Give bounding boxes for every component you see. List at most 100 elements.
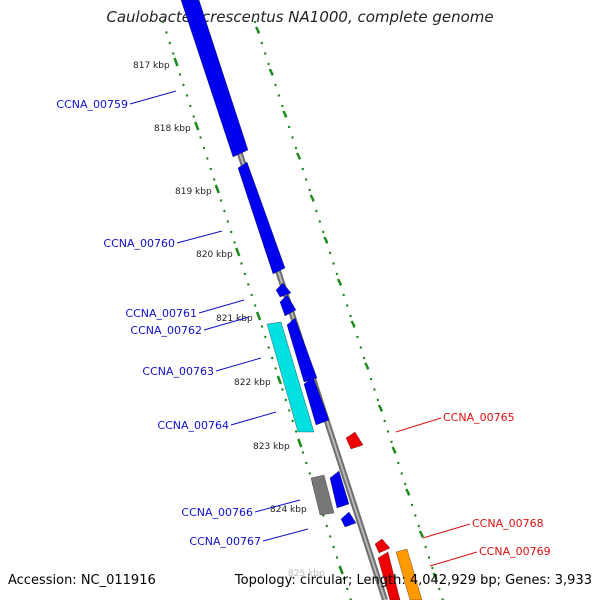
tick-dot [335,556,339,559]
tick-dot [376,398,380,402]
tick-dot [243,272,247,276]
major-tick-right [268,68,274,76]
label-leader-line [422,523,471,539]
tick-dot [304,178,308,181]
gene-ccna-00761 [275,282,292,298]
tick-dot [284,398,288,402]
tick-dot [386,430,390,433]
gene-ccna-00762 [279,294,297,317]
tick-dot [253,304,257,307]
major-tick-left [235,247,241,257]
tick-dot [322,514,325,517]
tick-dot [267,346,270,349]
label-leader-line [429,551,478,567]
major-tick-right [364,362,370,370]
tick-dot [288,409,291,412]
major-tick-left [194,121,200,131]
tick-dot [342,577,346,580]
tick-dot [335,272,339,276]
tick-dot [247,283,250,286]
tick-label: 821 kbp [216,314,253,324]
gene-track [180,0,423,600]
label-leader-line [254,499,301,513]
tick-dot [178,73,182,76]
label-leader-line [262,528,309,542]
tick-dot [305,461,308,465]
tick-dot [168,41,172,45]
gene-ccna-00764b [303,376,330,426]
tick-label: 822 kbp [234,378,271,388]
tick-dot [431,566,434,570]
tick-dot [403,482,407,486]
tick-dot [369,377,373,381]
tick-dot [291,419,294,423]
accession-text: Accession: NC_011916 [8,573,156,588]
tick-label: 819 kbp [175,187,212,197]
tick-dot [400,472,403,475]
gene-label-right: CCNA_00769 [479,545,551,558]
gene-ccna-00765 [345,431,364,450]
major-tick-left [338,565,344,575]
major-tick-right [309,194,315,202]
tick-dot [260,41,264,45]
tick-dot [277,94,281,97]
label-leader-line [215,357,262,372]
major-tick-left [276,375,283,385]
gene-ccna-00764a [286,317,318,383]
tick-dot [172,52,175,55]
gene-ccna-00768a [374,538,391,554]
major-tick-left [214,184,220,194]
major-tick-right [391,446,397,454]
tick-dot [356,335,359,339]
tick-dot [274,83,277,87]
major-tick-right [336,278,343,286]
tick-dot [373,388,376,391]
tick-dot [264,335,267,339]
gene-label-left: CCNA_00760 [103,237,175,250]
tick-dot [189,104,192,108]
label-leader-line [176,230,223,244]
major-tick-right [254,26,261,34]
tick-dot [322,230,325,234]
tick-dot [264,52,267,55]
tick-label: 820 kbp [196,250,233,260]
tick-dot [199,136,202,139]
gene-ccna-00759 [180,0,249,158]
tick-dot [332,262,335,265]
tick-dot [260,325,264,328]
tick-dot [291,136,294,139]
tick-dot [308,472,311,475]
tick-dot [359,346,362,349]
gene-label-left: CCNA_00766 [181,506,253,519]
tick-dot [182,83,185,87]
tick-dot [294,430,298,433]
gene-label-left: CCNA_00762 [130,324,202,337]
gene-label-lines [129,90,478,567]
tick-label: 818 kbp [154,124,191,134]
tick-dot [332,545,335,549]
tick-label: 817 kbp [133,61,170,71]
major-tick-left [297,438,303,448]
tick-dot [410,503,414,507]
tick-dot [315,209,318,213]
tick-dot [253,20,257,24]
tick-dot [414,514,417,517]
tick-dot [390,440,393,444]
tick-dot [308,188,311,192]
major-tick-right [323,236,329,244]
tick-dot [346,587,349,591]
tick-dot [202,146,206,150]
tick-dot [226,220,230,223]
tick-dot [223,209,226,213]
tick-dot [192,115,195,118]
tick-dot [267,62,270,66]
tick-dot [161,20,165,24]
tick-dot [281,388,284,391]
tick-dot [342,293,345,297]
major-tick-right [350,320,356,328]
tick-dot [233,241,236,244]
tick-dot [301,167,304,171]
tick-dot [349,314,352,318]
gene-label-left: CCNA_00759 [56,98,128,111]
